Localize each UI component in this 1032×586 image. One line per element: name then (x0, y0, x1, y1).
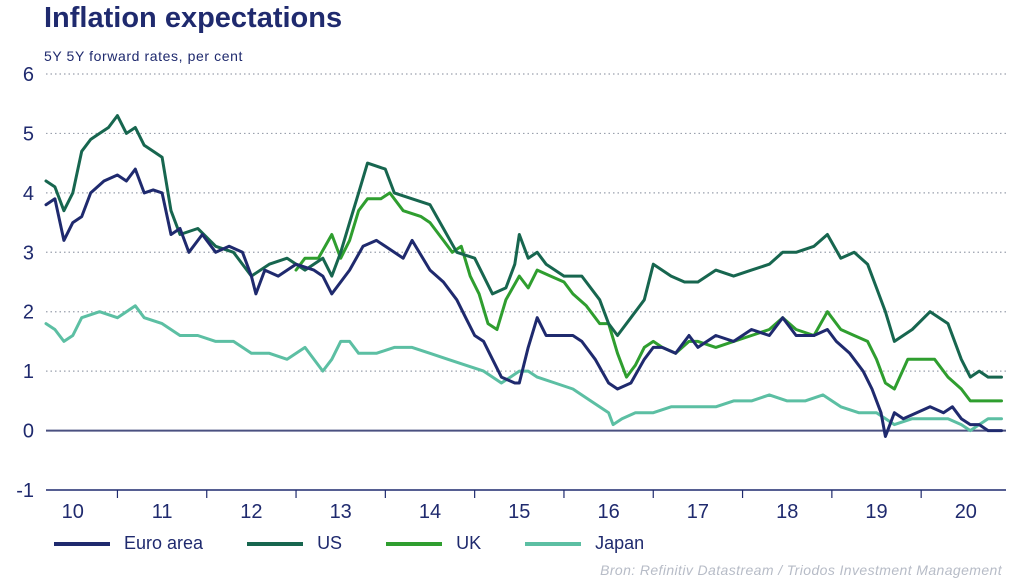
legend-label-uk: UK (456, 533, 482, 553)
y-tick-label: 1 (23, 361, 34, 383)
legend-item-euro: Euro area (54, 533, 203, 554)
chart-legend: Euro area US UK Japan (54, 533, 688, 554)
series-line-us (44, 114, 1003, 379)
y-tick-label: 0 (23, 421, 34, 443)
y-tick-label: 6 (23, 64, 34, 86)
x-tick-label-20: 20 (955, 501, 977, 523)
legend-item-uk: UK (386, 533, 481, 554)
legend-swatch-euro (54, 541, 110, 546)
x-tick-label-14: 14 (419, 501, 441, 523)
series-line-uk (294, 191, 1003, 403)
x-tick-label-15: 15 (508, 501, 530, 523)
x-tick-label-10: 10 (62, 501, 84, 523)
y-tick-label: 3 (23, 242, 34, 264)
legend-label-us: US (317, 533, 343, 553)
legend-swatch-japan (525, 541, 582, 546)
chart-title: Inflation expectations (44, 2, 343, 34)
series-line-euro (44, 167, 1003, 438)
y-tick-label: 5 (23, 123, 34, 145)
legend-label-japan: Japan (595, 533, 645, 553)
y-tick-label: -1 (16, 480, 34, 502)
legend-item-us: US (247, 533, 342, 554)
x-tick-label-13: 13 (330, 501, 352, 523)
y-tick-label: 4 (23, 183, 34, 205)
x-tick-label-11: 11 (152, 501, 173, 523)
legend-swatch-us (247, 541, 304, 546)
x-tick-label-19: 19 (865, 501, 887, 523)
y-tick-label: 2 (23, 302, 34, 324)
legend-label-euro: Euro area (124, 533, 204, 553)
legend-item-japan: Japan (525, 533, 644, 554)
x-tick-label-16: 16 (597, 501, 619, 523)
x-tick-label-18: 18 (776, 501, 798, 523)
source-note: Bron: Refinitiv Datastream / Triodos Inv… (600, 562, 1002, 578)
x-tick-label-12: 12 (240, 501, 262, 523)
series-line-japan (44, 304, 1003, 433)
chart-subtitle: 5Y 5Y forward rates, per cent (44, 48, 243, 64)
legend-swatch-uk (386, 541, 443, 546)
x-tick-label-17: 17 (687, 501, 709, 523)
